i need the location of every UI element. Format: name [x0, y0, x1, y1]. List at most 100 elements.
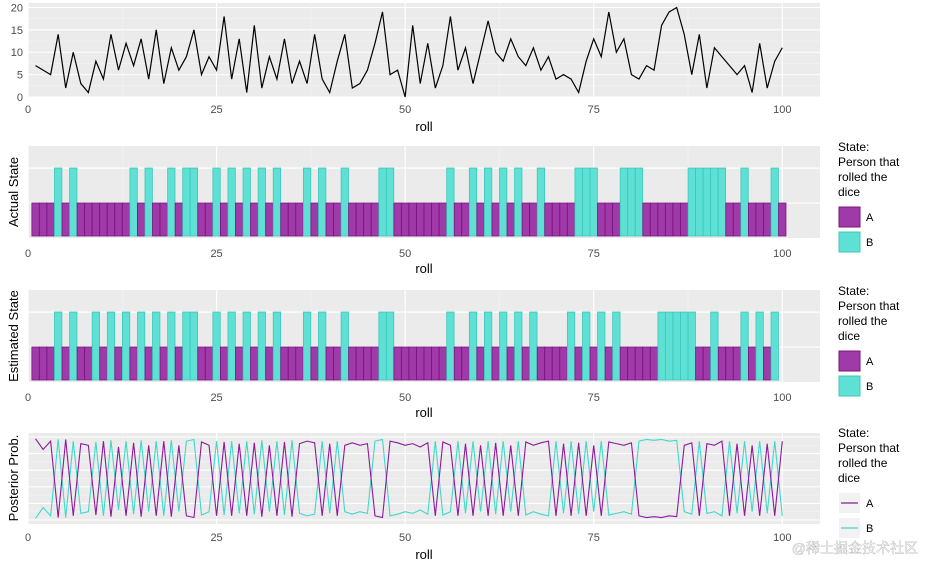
state-bar-a	[461, 346, 470, 381]
state-bar-a	[393, 346, 402, 381]
state-bar-a	[61, 202, 70, 237]
estimated-x-axis-label: roll	[415, 405, 432, 420]
state-bar-a	[695, 346, 704, 381]
state-bar-a	[220, 202, 229, 237]
state-bar-b	[257, 167, 266, 237]
state-bar-a	[725, 346, 734, 381]
state-bar-a	[310, 346, 319, 381]
legend-item-label: B	[866, 523, 873, 535]
state-bar-b	[302, 311, 312, 381]
state-bar-a	[197, 346, 206, 381]
state-bar-b	[770, 311, 779, 381]
state-bar-a	[506, 346, 515, 381]
state-bar-a	[544, 202, 553, 237]
state-bar-b	[212, 311, 221, 381]
state-bar-b	[54, 311, 63, 381]
x-tick-label: 75	[588, 248, 600, 260]
rolls-line-series	[35, 6, 783, 98]
state-bar-b	[227, 311, 236, 381]
x-tick-label: 75	[588, 532, 600, 544]
rolls-x-tick-labels: 0 25 50 75 100	[25, 104, 792, 116]
state-bar-a	[544, 346, 553, 381]
state-bar-a	[355, 202, 364, 237]
state-bar-b	[272, 167, 282, 237]
legend-item-label: B	[866, 381, 873, 393]
state-bar-a	[46, 202, 55, 237]
state-bar-a	[438, 202, 447, 237]
legend-item-label: A	[866, 498, 874, 510]
state-bar-a	[280, 346, 289, 381]
state-bar-b	[242, 311, 251, 381]
state-bar-a	[287, 346, 297, 381]
state-bar-a	[642, 202, 651, 237]
state-bar-a	[732, 202, 742, 237]
state-bar-a	[38, 202, 48, 237]
state-bar-a	[99, 202, 108, 237]
state-bar-b	[619, 167, 628, 237]
state-bar-a	[370, 202, 380, 237]
state-bar-a	[310, 202, 319, 237]
legend-title-line: Person that	[838, 299, 900, 313]
state-bar-a	[265, 202, 274, 237]
state-bar-b	[634, 167, 644, 237]
state-bar-b	[227, 167, 236, 237]
estimated-state-bars	[31, 311, 779, 381]
state-bar-a	[612, 202, 621, 237]
state-bar-a	[348, 346, 357, 381]
state-bar-a	[333, 346, 342, 381]
state-bar-b	[167, 311, 176, 381]
x-tick-label: 50	[399, 104, 411, 116]
state-bar-a	[521, 202, 530, 237]
state-bar-a	[174, 346, 183, 381]
state-bar-a	[604, 346, 613, 381]
state-bar-a	[31, 202, 40, 237]
state-bar-b	[257, 311, 266, 381]
state-bar-b	[687, 167, 696, 237]
state-bar-a	[363, 202, 372, 237]
x-tick-label: 0	[25, 104, 31, 116]
state-bar-b	[378, 311, 387, 381]
state-bar-a	[476, 202, 485, 237]
x-tick-label: 0	[25, 248, 31, 260]
legend-title-line: State:	[838, 284, 869, 298]
legend-title-line: State:	[838, 140, 869, 154]
state-bar-b	[740, 167, 749, 237]
state-bar-a	[84, 346, 93, 381]
state-bar-a	[265, 346, 274, 381]
rolls-panel: 0 5 10 15 20 0 25 50 75 100 roll	[11, 2, 820, 134]
state-bar-a	[702, 346, 711, 381]
state-bar-b	[167, 167, 176, 237]
state-bar-b	[582, 311, 591, 381]
state-bar-a	[431, 202, 440, 237]
state-bar-b	[385, 311, 395, 381]
state-bar-b	[770, 167, 779, 237]
y-tick-label: 10	[11, 47, 23, 59]
state-bar-a	[672, 202, 681, 237]
y-tick-label: 5	[17, 70, 23, 82]
y-tick-label: 15	[11, 25, 23, 37]
legend-key-a	[838, 206, 861, 228]
state-bar-a	[589, 346, 598, 381]
posterior-line-a	[35, 438, 783, 519]
state-bar-a	[370, 346, 380, 381]
legend-item-label: B	[866, 237, 873, 249]
state-bar-b	[710, 167, 719, 237]
legend-item-label: A	[866, 212, 874, 224]
legend-title-line: dice	[838, 185, 860, 199]
state-bar-a	[642, 346, 651, 381]
state-bar-a	[506, 202, 515, 237]
state-bar-a	[649, 346, 659, 381]
posterior-x-tick-labels: 0 25 50 75 100	[25, 532, 792, 544]
state-bar-a	[295, 346, 304, 381]
legend-title-line: rolled the	[838, 456, 888, 470]
state-bar-b	[755, 311, 764, 381]
state-bar-b	[378, 167, 387, 237]
legend-title-line: State:	[838, 426, 869, 440]
state-bar-a	[295, 202, 304, 237]
state-bar-b	[212, 167, 221, 237]
state-bar-a	[99, 346, 108, 381]
state-bar-b	[536, 167, 546, 237]
state-bar-b	[672, 311, 681, 381]
x-tick-label: 75	[588, 392, 600, 404]
